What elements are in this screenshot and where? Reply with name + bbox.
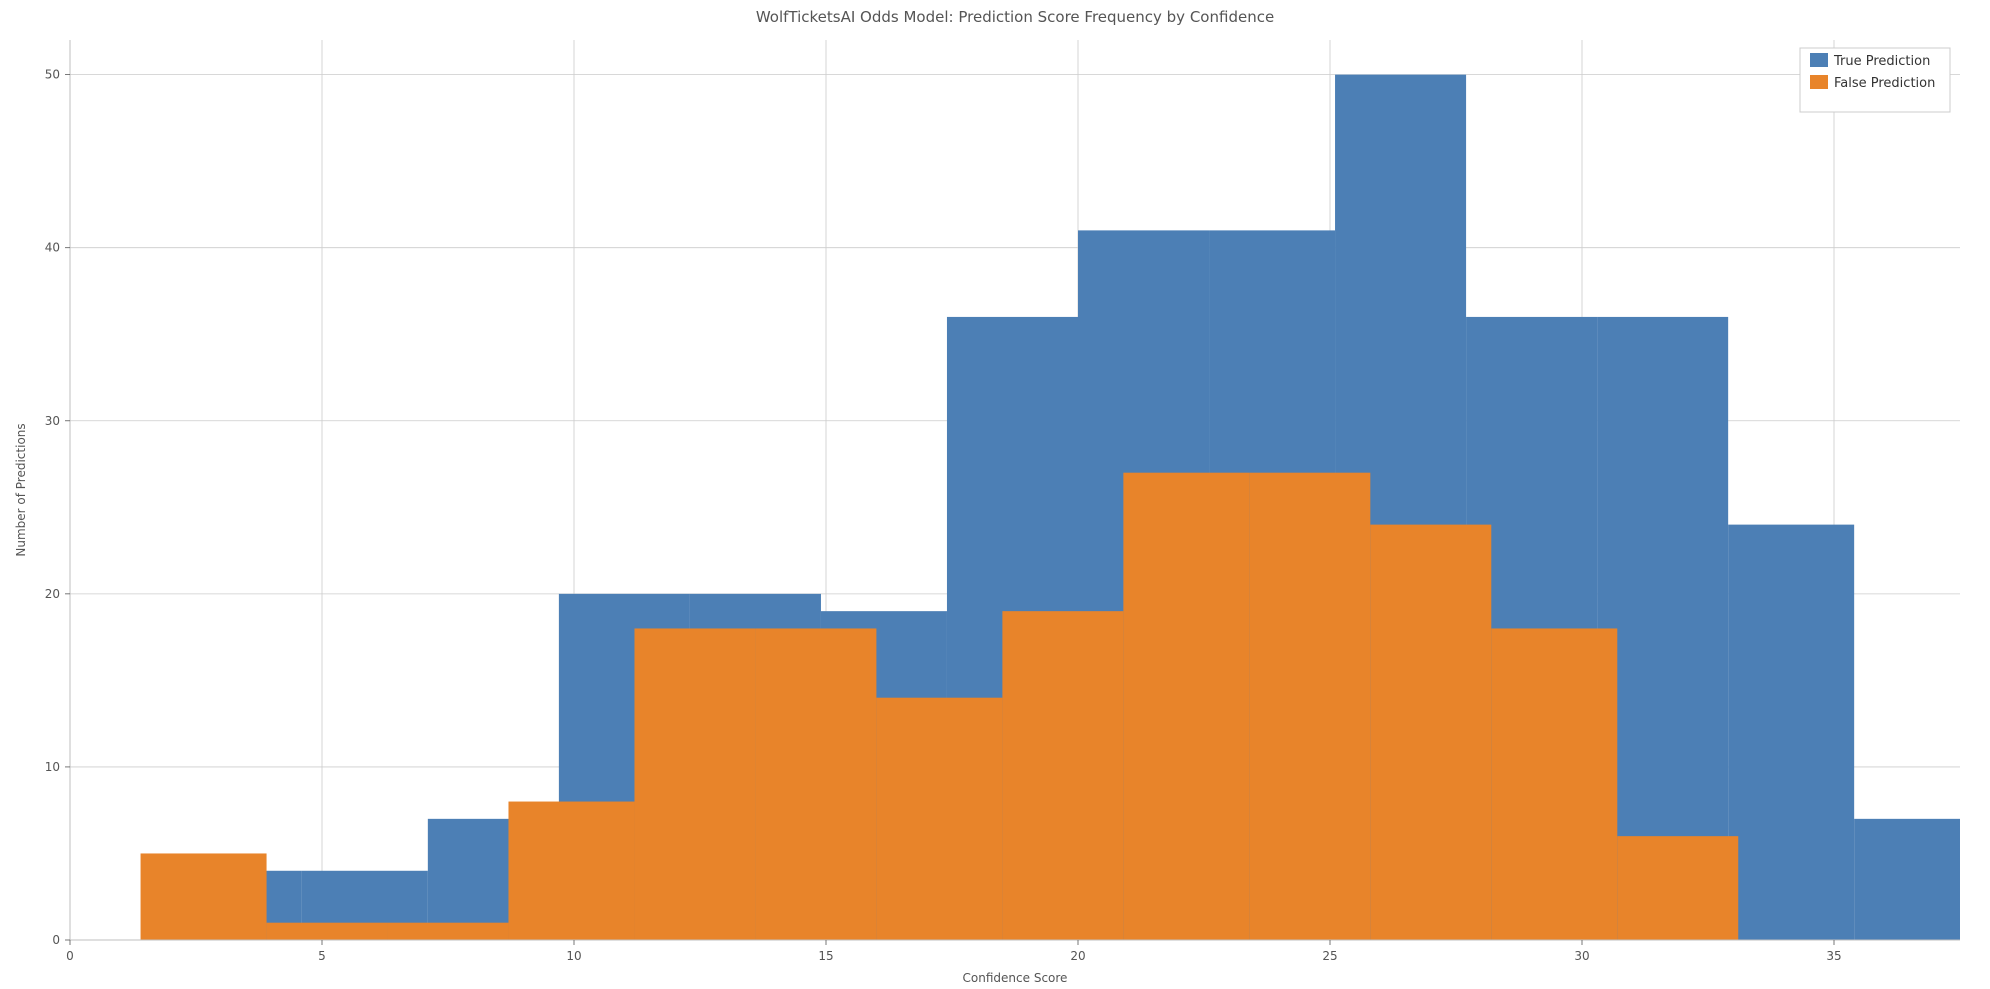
y-tick-label: 40 — [45, 241, 60, 255]
x-tick-label: 30 — [1574, 949, 1589, 963]
legend-label: False Prediction — [1834, 76, 1935, 91]
x-axis-label: Confidence Score — [963, 971, 1068, 985]
x-tick-label: 10 — [566, 949, 581, 963]
x-tick-label: 20 — [1070, 949, 1085, 963]
x-tick-label: 5 — [318, 949, 326, 963]
bar — [508, 802, 634, 940]
bar — [1370, 525, 1491, 940]
bar — [1491, 628, 1617, 940]
bar — [1002, 611, 1123, 940]
legend-swatch — [1810, 53, 1828, 67]
bar — [1123, 473, 1249, 940]
bar — [1854, 819, 1960, 940]
legend: True Prediction False Prediction — [1800, 48, 1950, 112]
y-axis-label: Number of Predictions — [14, 423, 28, 556]
bar — [267, 923, 388, 940]
chart-title: WolfTicketsAI Odds Model: Prediction Sco… — [756, 8, 1274, 26]
y-tick-label: 0 — [52, 933, 60, 947]
bar — [634, 628, 755, 940]
x-tick-label: 15 — [818, 949, 833, 963]
histogram-chart: 0 5 10 15 20 25 30 35 0 10 20 30 40 50 Confidence Scor… — [0, 0, 1990, 989]
y-tick-label: 20 — [45, 587, 60, 601]
x-tick-label: 0 — [66, 949, 74, 963]
x-tick-label: 35 — [1826, 949, 1841, 963]
legend-label: True Prediction — [1833, 54, 1930, 69]
bar — [1249, 473, 1370, 940]
bar — [876, 698, 1002, 940]
x-tick-label: 25 — [1322, 949, 1337, 963]
bar — [388, 923, 509, 940]
bar — [755, 628, 876, 940]
bar — [1617, 836, 1738, 940]
chart-container: 0 5 10 15 20 25 30 35 0 10 20 30 40 50 Confidence Scor… — [0, 0, 1990, 989]
bar — [1728, 525, 1854, 940]
y-tick-label: 30 — [45, 414, 60, 428]
legend-swatch — [1810, 75, 1828, 89]
y-tick-label: 50 — [45, 68, 60, 82]
bar — [141, 853, 267, 940]
y-tick-label: 10 — [45, 760, 60, 774]
